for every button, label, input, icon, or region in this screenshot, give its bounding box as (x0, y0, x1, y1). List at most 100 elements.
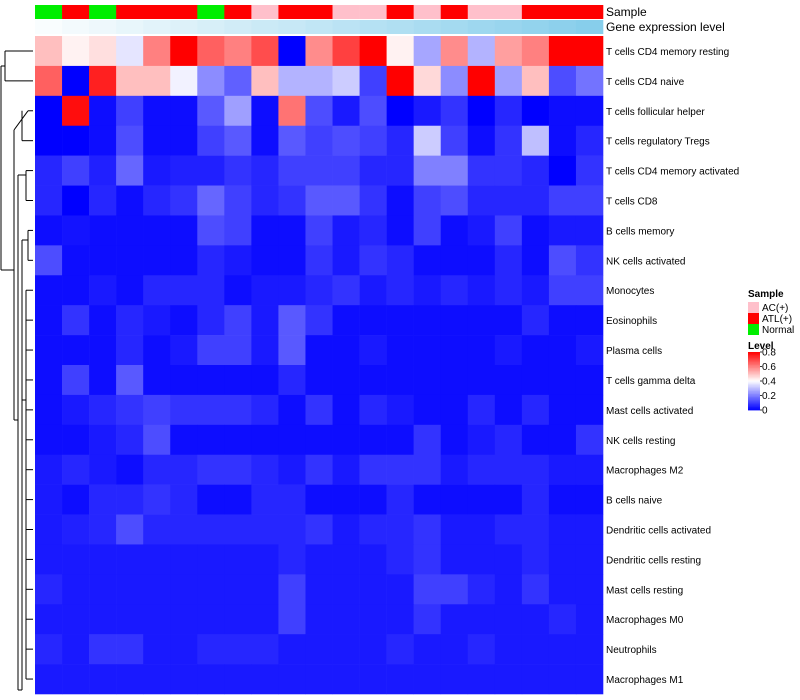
heatmap-cell (521, 335, 550, 366)
heatmap-cell (494, 454, 523, 485)
heatmap-cell (35, 335, 63, 366)
sample-annotation-cell (116, 5, 144, 19)
heatmap-cell (278, 574, 306, 605)
heatmap-cell (575, 454, 604, 485)
row-label: T cells CD4 naive (606, 77, 685, 88)
heatmap-cell (278, 275, 306, 306)
row-label: T cells gamma delta (606, 376, 696, 387)
heatmap-cell (386, 245, 414, 276)
level-legend-tick-label: 0.4 (762, 377, 776, 388)
heatmap-cell (170, 484, 198, 515)
heatmap-cell (521, 544, 550, 575)
heatmap-cell (62, 454, 90, 485)
heatmap-cell (89, 155, 117, 186)
heatmap-cell (251, 305, 279, 336)
heatmap-cell (62, 365, 90, 396)
sample-annotation-cell (413, 5, 442, 19)
heatmap-cell (332, 365, 360, 396)
heatmap-cell (116, 484, 144, 515)
level-colorbar-segment (748, 408, 760, 411)
heatmap-cell (440, 574, 469, 605)
heatmap-cell (440, 514, 469, 545)
heatmap-cell (386, 544, 414, 575)
level-colorbar-segment (748, 402, 760, 405)
heatmap-cell (359, 215, 387, 246)
heatmap-cell (305, 36, 333, 67)
heatmap-cell (278, 335, 306, 366)
heatmap-cell (224, 664, 252, 695)
level-legend-tick-label: 0 (762, 406, 768, 417)
heatmap-cell (224, 634, 252, 665)
heatmap-cell (116, 125, 144, 156)
heatmap-cell (440, 544, 469, 575)
heatmap-cell (251, 215, 279, 246)
sample-annotation-cell (197, 5, 225, 19)
level-colorbar-segment (748, 398, 760, 401)
heatmap-cell (35, 215, 63, 246)
heatmap-cell (197, 155, 225, 186)
heatmap-cell (467, 574, 496, 605)
heatmap-cell (62, 604, 90, 635)
heatmap-cell (143, 36, 171, 67)
heatmap-cell (170, 664, 198, 695)
heatmap-cell (467, 245, 496, 276)
heatmap-cell (440, 65, 469, 97)
heatmap-cell (197, 664, 225, 695)
heatmap-cell (440, 245, 469, 276)
heatmap-cell (62, 305, 90, 336)
heatmap-cell (89, 424, 117, 456)
heatmap-cell (170, 514, 198, 545)
heatmap-cell (548, 454, 577, 485)
heatmap-cell (224, 365, 252, 396)
heatmap-cell (305, 574, 333, 605)
heatmap-cell (548, 245, 577, 276)
row-label: NK cells activated (606, 256, 685, 267)
heatmap-cell (224, 305, 252, 336)
sample-legend-swatch (748, 324, 759, 335)
heatmap-cell (143, 185, 171, 216)
heatmap-cell (548, 634, 577, 665)
heatmap-cell (35, 664, 63, 695)
heatmap-cell (278, 604, 306, 635)
sample-annotation-cell (251, 5, 279, 19)
sample-annotation-cell (359, 5, 387, 19)
heatmap-cell (359, 65, 387, 97)
heatmap-cell (575, 424, 604, 456)
heatmap-cell (278, 125, 306, 156)
heatmap-cell (143, 604, 171, 635)
heatmap-cell (143, 305, 171, 336)
heatmap-cell (494, 514, 523, 545)
heatmap-cell (386, 394, 414, 426)
heatmap-cell (116, 634, 144, 665)
level-colorbar-segment (748, 354, 760, 357)
heatmap-cell (35, 424, 63, 456)
heatmap-cell (359, 335, 387, 366)
heatmap-cell (359, 634, 387, 665)
heatmap-cell (521, 424, 550, 456)
sample-legend-label: Normal (762, 325, 794, 336)
heatmap-cell (89, 365, 117, 396)
heatmap-cell (35, 604, 63, 635)
heatmap-cell (251, 335, 279, 366)
heatmap-cell (251, 424, 279, 456)
heatmap-cell (224, 95, 252, 127)
heatmap-cell (224, 36, 252, 67)
heatmap-cell (62, 514, 90, 545)
heatmap-cell (467, 454, 496, 485)
heatmap-cell (548, 394, 577, 426)
heatmap-cell (224, 245, 252, 276)
heatmap-cell (332, 634, 360, 665)
heatmap-cell (116, 275, 144, 306)
heatmap-cell (89, 634, 117, 665)
heatmap-cell (575, 185, 604, 216)
heatmap-cell (116, 604, 144, 635)
heatmap-cell (170, 125, 198, 156)
heatmap-cell (467, 125, 496, 156)
level-colorbar-segment (748, 404, 760, 407)
heatmap-cell (575, 95, 604, 127)
heatmap-cell (116, 95, 144, 127)
heatmap-cell (521, 454, 550, 485)
heatmap-cell (575, 125, 604, 156)
heatmap-cell (278, 95, 306, 127)
